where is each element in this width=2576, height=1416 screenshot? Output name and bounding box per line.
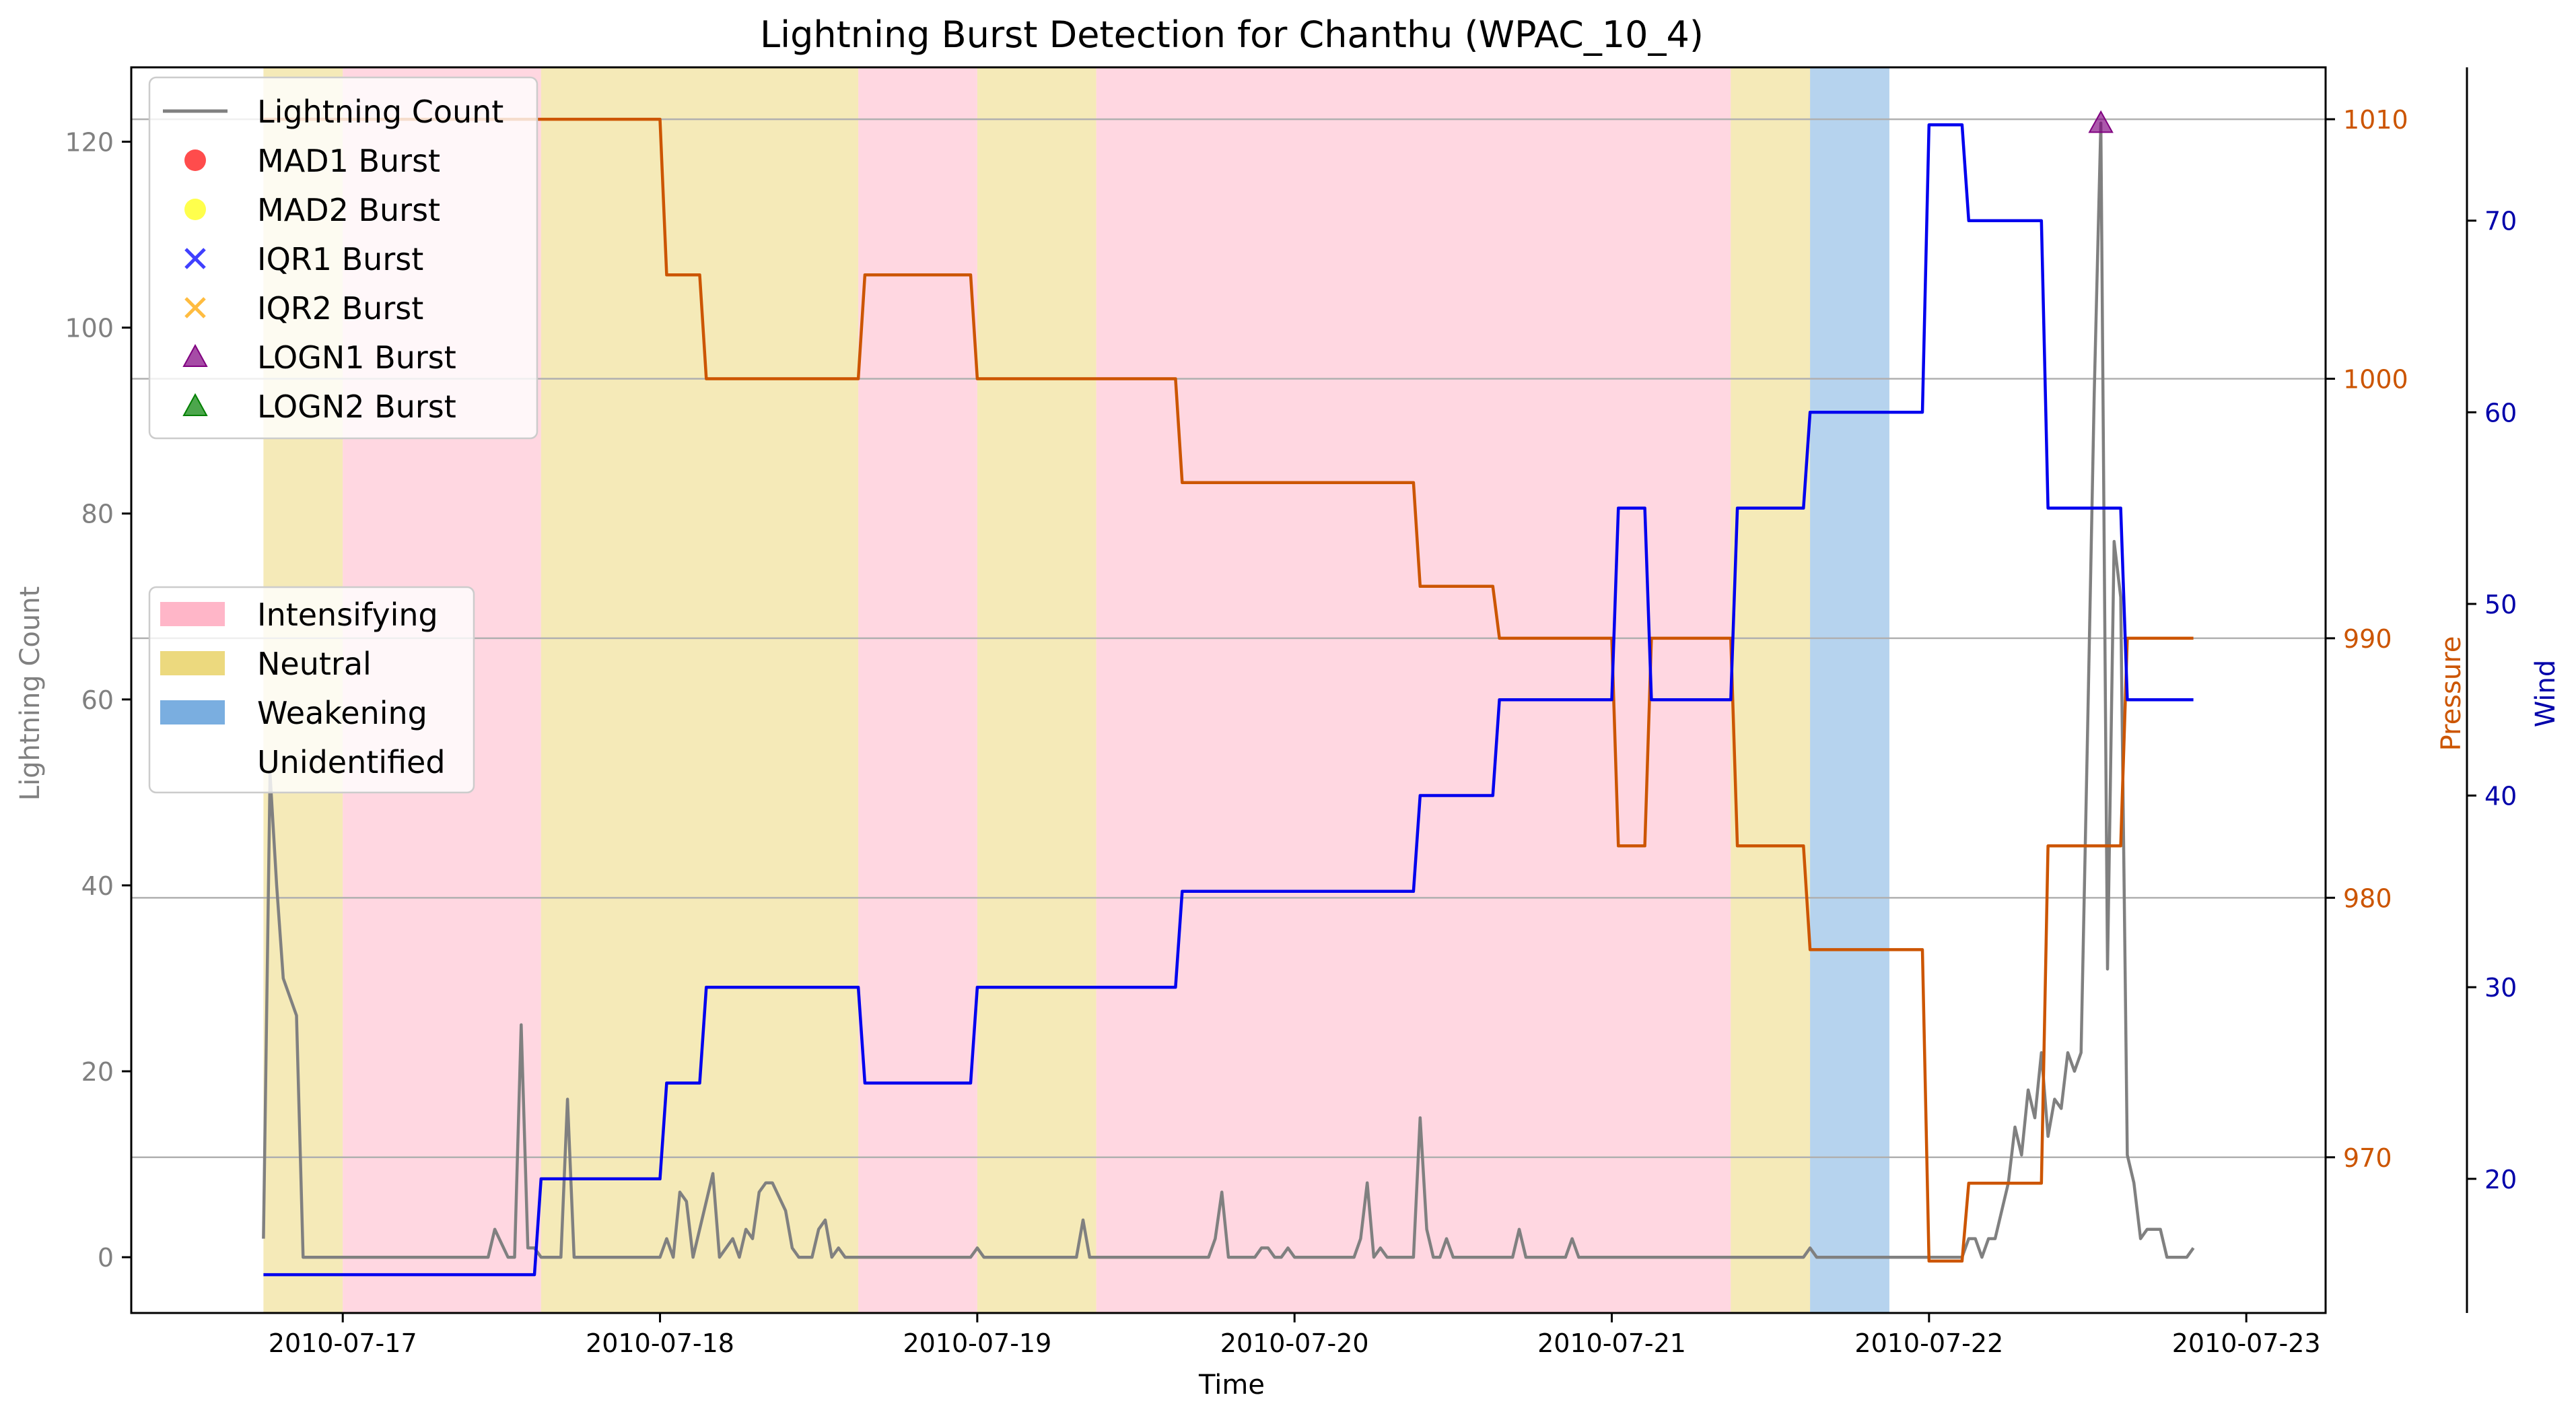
- legend-phases-box: [148, 586, 475, 794]
- tick-label-wind: 50: [2484, 590, 2517, 619]
- tick-label-pressure: 1010: [2343, 105, 2408, 135]
- phase-span-neutral: [541, 67, 859, 1313]
- tick-label-lightning: 20: [81, 1057, 114, 1087]
- legend-series-label: IQR2 Burst: [257, 290, 423, 327]
- y-axis-label-lightning: Lightning Count: [15, 586, 46, 801]
- legend-phase-label: Unidentified: [257, 744, 446, 780]
- tick-label-lightning: 0: [98, 1243, 114, 1273]
- tick-label-lightning: 100: [65, 314, 114, 343]
- tick-label-wind: 30: [2484, 973, 2517, 1003]
- legend-series-label: MAD2 Burst: [257, 192, 440, 228]
- legend-series-label: IQR1 Burst: [257, 241, 423, 277]
- legend-phase-label: Neutral: [257, 646, 372, 682]
- phase-span-neutral: [977, 67, 1096, 1313]
- pressure-line: [263, 117, 2194, 1263]
- tick-label-pressure: 980: [2343, 883, 2392, 913]
- plot-lines: [262, 117, 2195, 1277]
- legend-circle-swatch: [184, 149, 206, 171]
- legend-x-swatch: [184, 297, 206, 318]
- ticks-wind: 20 30 40 50 60 70: [2467, 207, 2517, 1194]
- y-axis-label-wind: Wind: [2530, 660, 2561, 728]
- lightning-count-line: [262, 121, 2195, 1259]
- legend-phase-label: Intensifying: [257, 597, 438, 633]
- legend-series-label: LOGN2 Burst: [257, 389, 456, 425]
- legend-series-box: [148, 76, 538, 440]
- legend-x-swatch: [184, 248, 206, 269]
- tick-label-lightning: 60: [81, 685, 114, 715]
- tick-label-wind: 40: [2484, 782, 2517, 811]
- tick-label-x: 2010-07-22: [1854, 1328, 2003, 1358]
- tick-label-wind: 60: [2484, 398, 2517, 428]
- phase-span-neutral: [1731, 67, 1811, 1313]
- phase-span-weakening: [1810, 67, 1889, 1313]
- legend-series: Lightning Count MAD1 Burst MAD2 Burst IQR1 …: [148, 76, 538, 440]
- tick-label-x: 2010-07-20: [1220, 1328, 1369, 1358]
- y-axis-label-pressure: Pressure: [2436, 636, 2467, 751]
- legend-circle-swatch: [184, 199, 206, 220]
- ticks-pressure: 970 980 990 1000 1010: [2326, 105, 2408, 1173]
- tick-label-lightning: 80: [81, 500, 114, 529]
- tick-label-pressure: 990: [2343, 624, 2392, 654]
- legend-phase-swatch: [160, 700, 225, 724]
- legend-phase-swatch: [160, 602, 225, 626]
- legend-phase-swatch: [160, 651, 225, 675]
- tick-label-x: 2010-07-18: [586, 1328, 734, 1358]
- legend-series-label: LOGN1 Burst: [257, 339, 456, 376]
- burst-markers: [2088, 110, 2114, 133]
- legend-series-label: MAD1 Burst: [257, 143, 440, 179]
- axes: [130, 66, 2468, 1314]
- tick-label-lightning: 120: [65, 127, 114, 157]
- wind-line: [263, 123, 2194, 1277]
- plot-frame: [130, 66, 2327, 1314]
- tick-label-x: 2010-07-19: [903, 1328, 1051, 1358]
- tick-label-pressure: 1000: [2343, 365, 2408, 395]
- legend-series-label: Lightning Count: [257, 94, 503, 130]
- ticks-left: 0 20 40 60 80 100 120: [65, 127, 131, 1273]
- legend-phase-label: Weakening: [257, 695, 427, 731]
- tick-label-x: 2010-07-23: [2172, 1328, 2321, 1358]
- tick-label-wind: 20: [2484, 1165, 2517, 1194]
- tick-label-x: 2010-07-17: [269, 1328, 417, 1358]
- legend-triangle-swatch: [182, 393, 208, 416]
- legend-triangle-swatch: [182, 343, 208, 367]
- tick-label-wind: 70: [2484, 207, 2517, 236]
- tick-label-lightning: 40: [81, 871, 114, 901]
- logn1-burst-marker: [2088, 110, 2114, 133]
- tick-label-pressure: 970: [2343, 1143, 2392, 1173]
- phase-span-intensifying: [858, 67, 977, 1313]
- x-axis-label: Time: [1198, 1370, 1265, 1401]
- legend-phases: Intensifying Neutral Weakening Unidentified: [148, 586, 475, 794]
- tick-label-x: 2010-07-21: [1537, 1328, 1686, 1358]
- ticks-x: 2010-07-17 2010-07-18 2010-07-19 2010-07-20…: [269, 1313, 2321, 1358]
- chart-title: Lightning Burst Detection for Chanthu (W…: [760, 13, 1704, 56]
- phase-span-intensifying: [1096, 67, 1731, 1313]
